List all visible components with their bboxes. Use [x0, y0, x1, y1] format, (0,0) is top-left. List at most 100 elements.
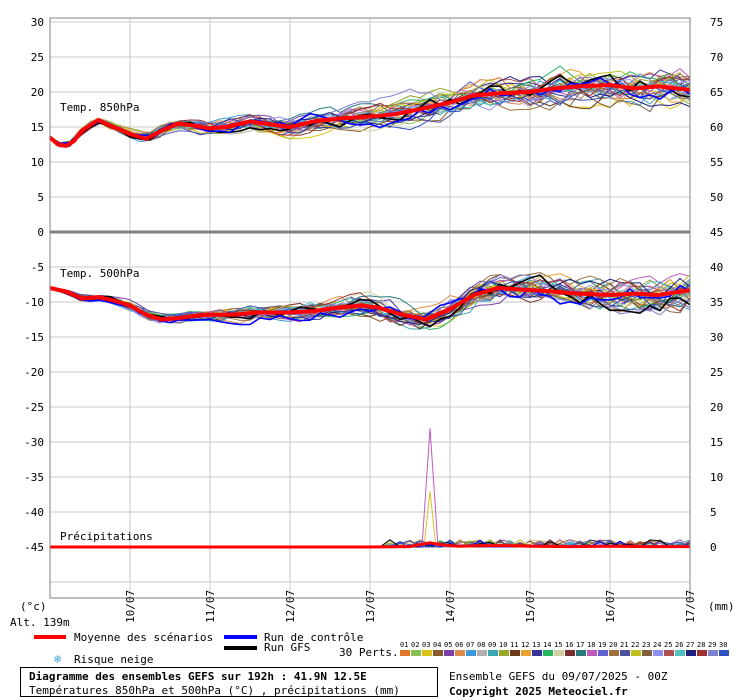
- y-tick-850: 5: [37, 191, 44, 204]
- pert-label: 30: [719, 641, 727, 649]
- y-tick-right-850: 65: [710, 86, 723, 99]
- pert-swatch: [422, 650, 432, 656]
- pert-swatch: [587, 650, 597, 656]
- y-tick-right-850: 75: [710, 16, 723, 29]
- pert-label: 25: [664, 641, 672, 649]
- run-info: Ensemble GEFS du 09/07/2025 - 00Z: [449, 670, 668, 683]
- y-tick-500: -10: [24, 296, 44, 309]
- pert-label: 23: [642, 641, 650, 649]
- y-tick-850: 25: [31, 51, 44, 64]
- pert-swatch: [620, 650, 630, 656]
- pert-label: 18: [587, 641, 595, 649]
- precip-spike-line: [421, 427, 439, 548]
- y-tick-500: -20: [24, 366, 44, 379]
- pert-swatch: [565, 650, 575, 656]
- pert-label: 10: [499, 641, 507, 649]
- pert-swatch: [532, 650, 542, 656]
- pert-swatch: [642, 650, 652, 656]
- pert-label: 26: [675, 641, 683, 649]
- pert-swatch: [631, 650, 641, 656]
- y-tick-right-850: 45: [710, 226, 723, 239]
- pert-swatch: [576, 650, 586, 656]
- pert-label: 15: [554, 641, 562, 649]
- pert-label: 28: [697, 641, 705, 649]
- y-tick-500: -15: [24, 331, 44, 344]
- pert-label: 29: [708, 641, 716, 649]
- pert-swatch: [675, 650, 685, 656]
- right-axis-unit: (mm): [708, 600, 735, 613]
- pert-swatch: [686, 650, 696, 656]
- y-tick-right-500: 35: [710, 296, 723, 309]
- legend-snow-label: Risque neige: [74, 653, 153, 666]
- precip-spike-line: [423, 490, 437, 548]
- y-tick-500: -25: [24, 401, 44, 414]
- x-tick-label: 11/07: [204, 590, 217, 623]
- pert-swatch: [697, 650, 707, 656]
- x-tick-label: 10/07: [124, 590, 137, 623]
- panel-label-500: Temp. 500hPa: [60, 267, 139, 280]
- pert-label: 16: [565, 641, 573, 649]
- pert-label: 11: [510, 641, 518, 649]
- pert-swatch: [455, 650, 465, 656]
- y-tick-850: 10: [31, 156, 44, 169]
- pert-label: 22: [631, 641, 639, 649]
- y-tick-850: 15: [31, 121, 44, 134]
- pert-label: 08: [477, 641, 485, 649]
- pert-label: 21: [620, 641, 628, 649]
- pert-swatch: [554, 650, 564, 656]
- y-tick-right-500: 25: [710, 366, 723, 379]
- member-line-500: [49, 274, 691, 328]
- pert-label: 07: [466, 641, 474, 649]
- y-tick-850: 20: [31, 86, 44, 99]
- pert-label: 03: [422, 641, 430, 649]
- x-tick-label: 15/07: [524, 590, 537, 623]
- panel-label-850: Temp. 850hPa: [60, 101, 139, 114]
- y-tick-850: 0: [37, 226, 44, 239]
- member-line-500: [49, 274, 691, 325]
- pert-swatch: [400, 650, 410, 656]
- pert-swatch: [488, 650, 498, 656]
- pert-swatch: [433, 650, 443, 656]
- pert-swatch: [477, 650, 487, 656]
- pert-label: 05: [444, 641, 452, 649]
- member-line-850: [49, 73, 691, 144]
- pert-label: 17: [576, 641, 584, 649]
- y-tick-right-500: 10: [710, 471, 723, 484]
- y-tick-500: -40: [24, 506, 44, 519]
- pert-label: 20: [609, 641, 617, 649]
- pert-swatch: [664, 650, 674, 656]
- chart-subtitle: Températures 850hPa et 500hPa (°C) , pré…: [29, 684, 400, 697]
- pert-swatch: [708, 650, 718, 656]
- y-tick-850: 30: [31, 16, 44, 29]
- pert-legend: 01 02 03 04 05 06 07 08 09 10 11 12 13 14 15 16 17 18 19 20…: [400, 641, 729, 656]
- pert-swatch: [499, 650, 509, 656]
- x-tick-label: 17/07: [684, 590, 697, 623]
- pert-label: 27: [686, 641, 694, 649]
- pert-label: 24: [653, 641, 661, 649]
- member-line-850: [49, 80, 691, 146]
- pert-label: 13: [532, 641, 540, 649]
- x-tick-label: 16/07: [604, 590, 617, 623]
- pert-swatch: [609, 650, 619, 656]
- chart-title: Diagramme des ensembles GEFS sur 192h : …: [29, 670, 367, 683]
- pert-swatch: [719, 650, 729, 656]
- panel-label-precip: Précipitations: [60, 530, 153, 543]
- snowflake-icon: ❄: [54, 652, 61, 666]
- x-tick-label: 13/07: [364, 590, 377, 623]
- mean-lines: [48, 83, 691, 549]
- y-tick-right-850: 70: [710, 51, 723, 64]
- y-tick-right-850: 55: [710, 156, 723, 169]
- pert-swatch: [444, 650, 454, 656]
- y-tick-right-850: 60: [710, 121, 723, 134]
- x-tick-label: 12/07: [284, 590, 297, 623]
- y-tick-right-500: 30: [710, 331, 723, 344]
- pert-swatch: [466, 650, 476, 656]
- plot-border: [49, 17, 691, 599]
- pert-swatch: [411, 650, 421, 656]
- y-tick-right-500: 5: [710, 506, 717, 519]
- info-box: Diagramme des ensembles GEFS sur 192h : …: [20, 667, 438, 697]
- legend-mean-label: Moyenne des scénarios: [74, 631, 213, 644]
- y-tick-right-500: 40: [710, 261, 723, 274]
